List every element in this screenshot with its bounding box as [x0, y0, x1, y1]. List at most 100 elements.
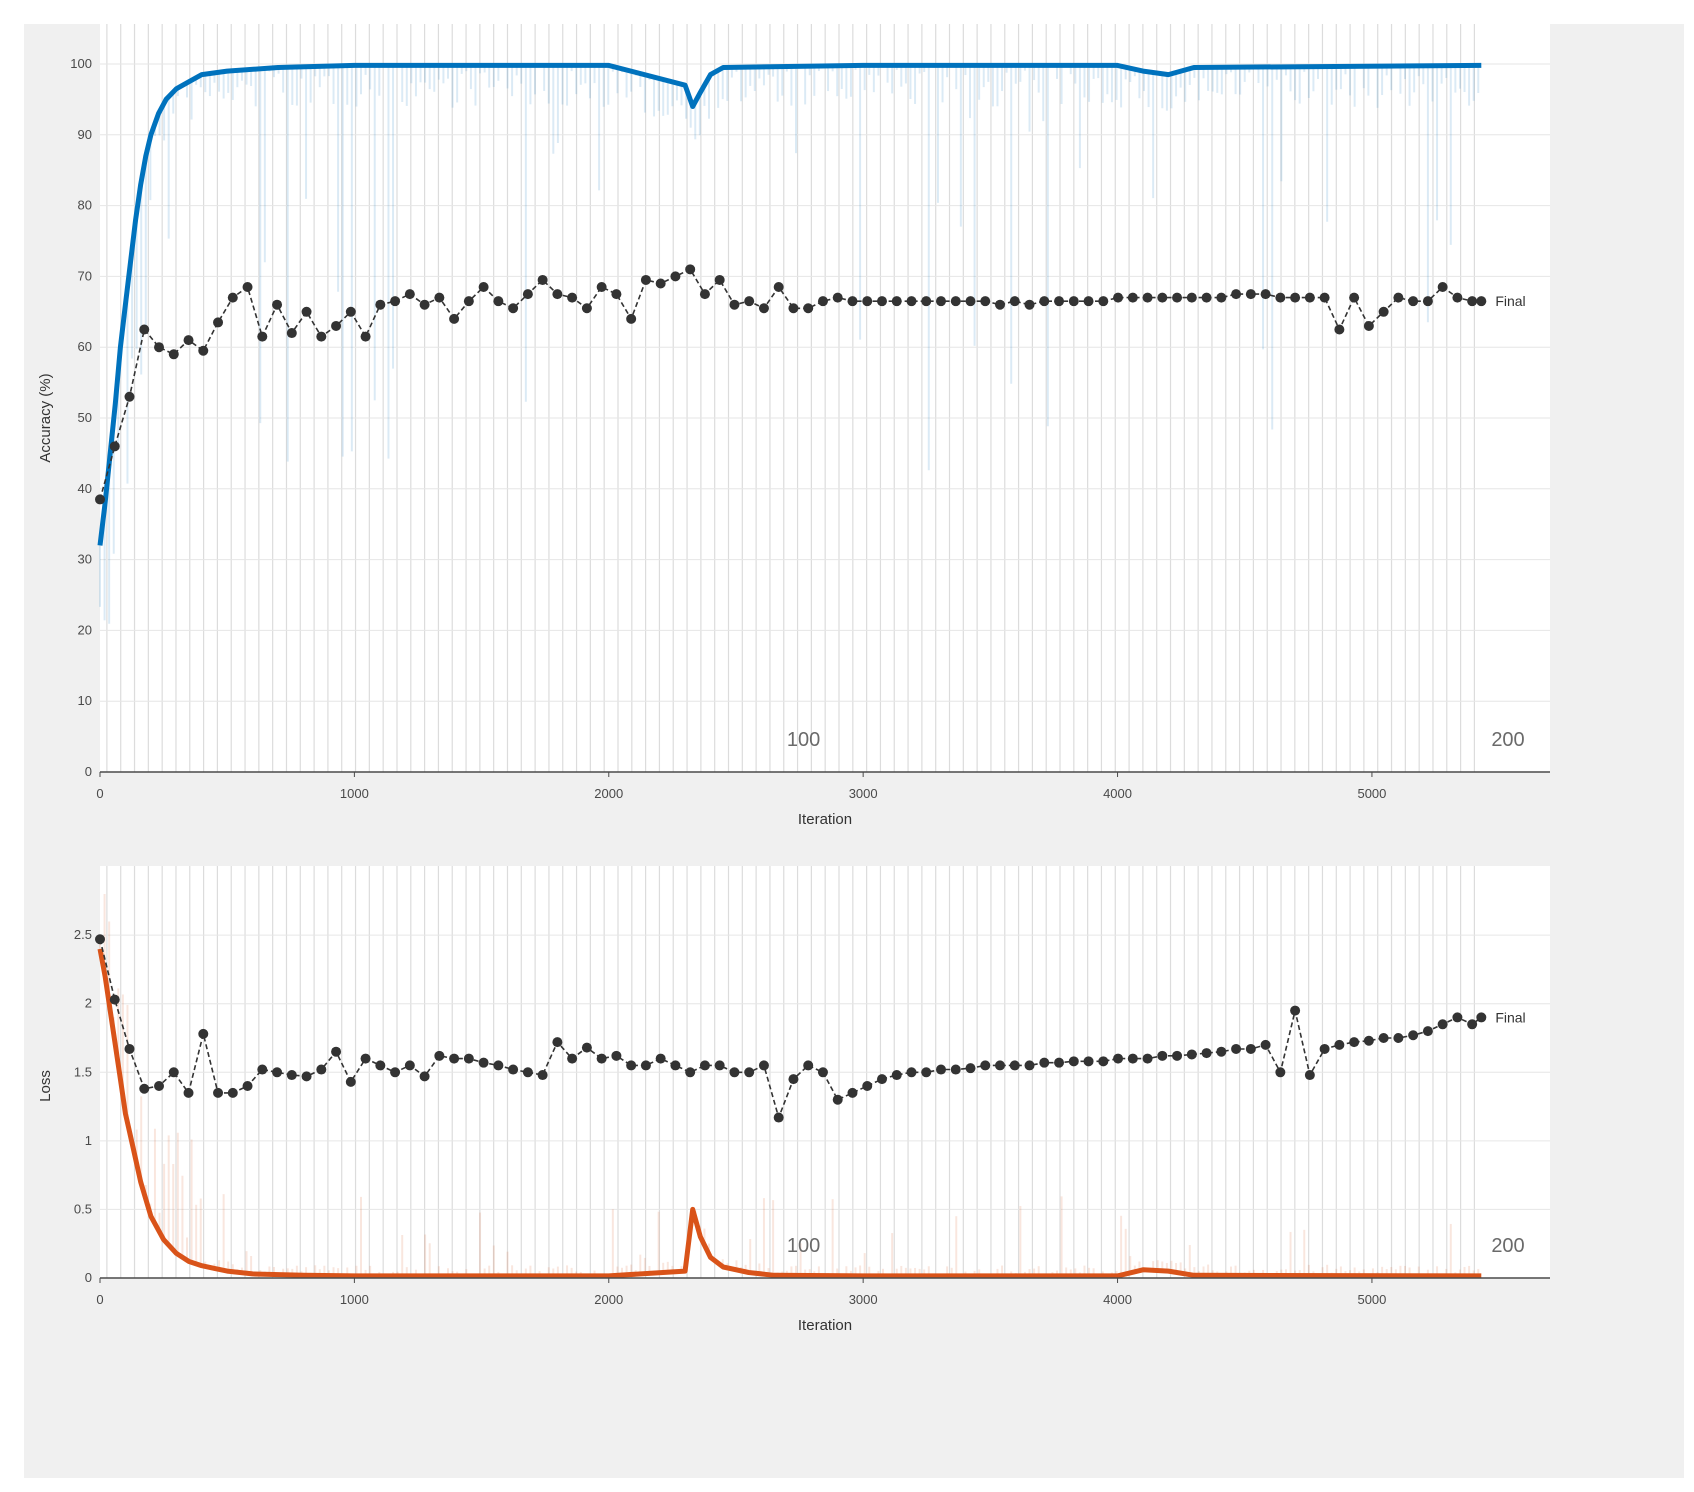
- validation-point: [183, 1087, 194, 1098]
- validation-point: [154, 342, 165, 353]
- validation-point: [1142, 1053, 1153, 1064]
- validation-point: [1363, 1035, 1374, 1046]
- validation-point: [478, 1057, 489, 1068]
- validation-point: [1349, 1037, 1360, 1048]
- validation-point: [331, 320, 342, 331]
- validation-point: [1319, 1043, 1330, 1054]
- validation-point: [1231, 1043, 1242, 1054]
- validation-point: [478, 282, 489, 293]
- validation-point: [936, 296, 946, 307]
- validation-point: [1113, 1053, 1124, 1064]
- validation-point: [596, 282, 607, 293]
- validation-point: [1290, 292, 1301, 303]
- validation-point: [788, 303, 799, 314]
- validation-point: [1216, 292, 1227, 303]
- validation-point: [847, 296, 858, 307]
- y-tick-label: 100: [70, 56, 92, 71]
- validation-point: [109, 441, 120, 452]
- validation-point: [876, 296, 887, 307]
- validation-point: [360, 1053, 371, 1064]
- epoch-label: 200: [1491, 1235, 1524, 1257]
- validation-point: [1009, 296, 1020, 307]
- validation-point: [1172, 1050, 1183, 1061]
- validation-point: [670, 271, 681, 282]
- validation-point: [729, 1067, 740, 1078]
- validation-point: [1349, 292, 1360, 303]
- validation-point: [1290, 1005, 1301, 1016]
- x-tick-label: 5000: [1357, 1292, 1386, 1307]
- validation-point: [1437, 1019, 1448, 1030]
- validation-point: [1260, 1039, 1271, 1050]
- validation-point: [139, 1083, 150, 1094]
- final-label: Final: [1495, 1009, 1525, 1025]
- x-tick-label: 4000: [1103, 786, 1132, 801]
- validation-point: [331, 1046, 342, 1057]
- validation-point: [995, 1060, 1006, 1071]
- y-tick-label: 0.5: [74, 1201, 92, 1216]
- validation-point: [1216, 1046, 1227, 1057]
- validation-point: [1393, 292, 1404, 303]
- validation-point: [1378, 306, 1389, 317]
- validation-point: [316, 1064, 327, 1075]
- validation-point: [390, 1067, 401, 1078]
- validation-point: [1260, 289, 1271, 300]
- validation-point: [832, 292, 843, 303]
- validation-point: [906, 296, 917, 307]
- validation-point: [537, 1070, 548, 1081]
- validation-point: [508, 1064, 519, 1075]
- validation-point: [1319, 292, 1330, 303]
- figure-frame: 0 10 20 30 40 50 60 70 80 90 100 0 1000 2000 3000 4000 5…: [24, 24, 1684, 1478]
- validation-point: [1422, 1026, 1433, 1037]
- validation-point: [980, 1060, 991, 1071]
- validation-point: [213, 317, 224, 328]
- validation-point: [301, 306, 312, 317]
- validation-point: [567, 1053, 578, 1064]
- x-tick-label: 1000: [340, 1292, 369, 1307]
- validation-point: [685, 1067, 696, 1078]
- validation-point: [921, 296, 932, 307]
- y-tick-label: 1.5: [74, 1064, 92, 1079]
- validation-point: [744, 1067, 755, 1078]
- validation-point: [906, 1067, 917, 1078]
- y-tick-label: 80: [78, 198, 92, 213]
- validation-point: [876, 1074, 887, 1085]
- y-tick-label: 50: [78, 410, 92, 425]
- y-tick-label: 30: [78, 552, 92, 567]
- validation-point: [139, 324, 150, 335]
- loss-plot: 0 0.5 1 1.5 2 2.5 0 1000 2000 3000 4000 5000 100 200 F…: [37, 866, 1550, 1334]
- y-tick-label: 20: [78, 622, 92, 637]
- x-tick-label: 2000: [594, 786, 623, 801]
- validation-point: [1334, 324, 1345, 335]
- epoch-label: 100: [787, 1235, 820, 1257]
- validation-point: [1098, 1056, 1109, 1067]
- validation-point: [640, 274, 651, 285]
- validation-point: [227, 1087, 238, 1098]
- validation-point: [965, 296, 976, 307]
- validation-point: [640, 1060, 651, 1071]
- validation-point: [1098, 296, 1109, 307]
- y-tick-label: 90: [78, 127, 92, 142]
- epoch-label: 200: [1491, 729, 1524, 751]
- validation-point: [714, 274, 725, 285]
- validation-point: [581, 303, 592, 314]
- validation-point: [965, 1063, 976, 1074]
- validation-point: [1054, 296, 1065, 307]
- validation-point: [670, 1060, 681, 1071]
- validation-point: [183, 335, 194, 346]
- x-tick-label: 0: [96, 1292, 103, 1307]
- validation-point: [463, 296, 474, 307]
- validation-point: [316, 331, 327, 342]
- validation-point: [375, 299, 386, 310]
- y-tick-label: 60: [78, 339, 92, 354]
- validation-point: [154, 1081, 165, 1091]
- x-axis-title: Iteration: [798, 1317, 852, 1334]
- x-tick-label: 0: [96, 786, 103, 801]
- validation-point: [1039, 296, 1050, 307]
- validation-point: [773, 282, 784, 293]
- validation-point: [1363, 320, 1374, 331]
- validation-point: [286, 328, 297, 339]
- validation-point: [685, 264, 696, 275]
- validation-point: [345, 306, 356, 317]
